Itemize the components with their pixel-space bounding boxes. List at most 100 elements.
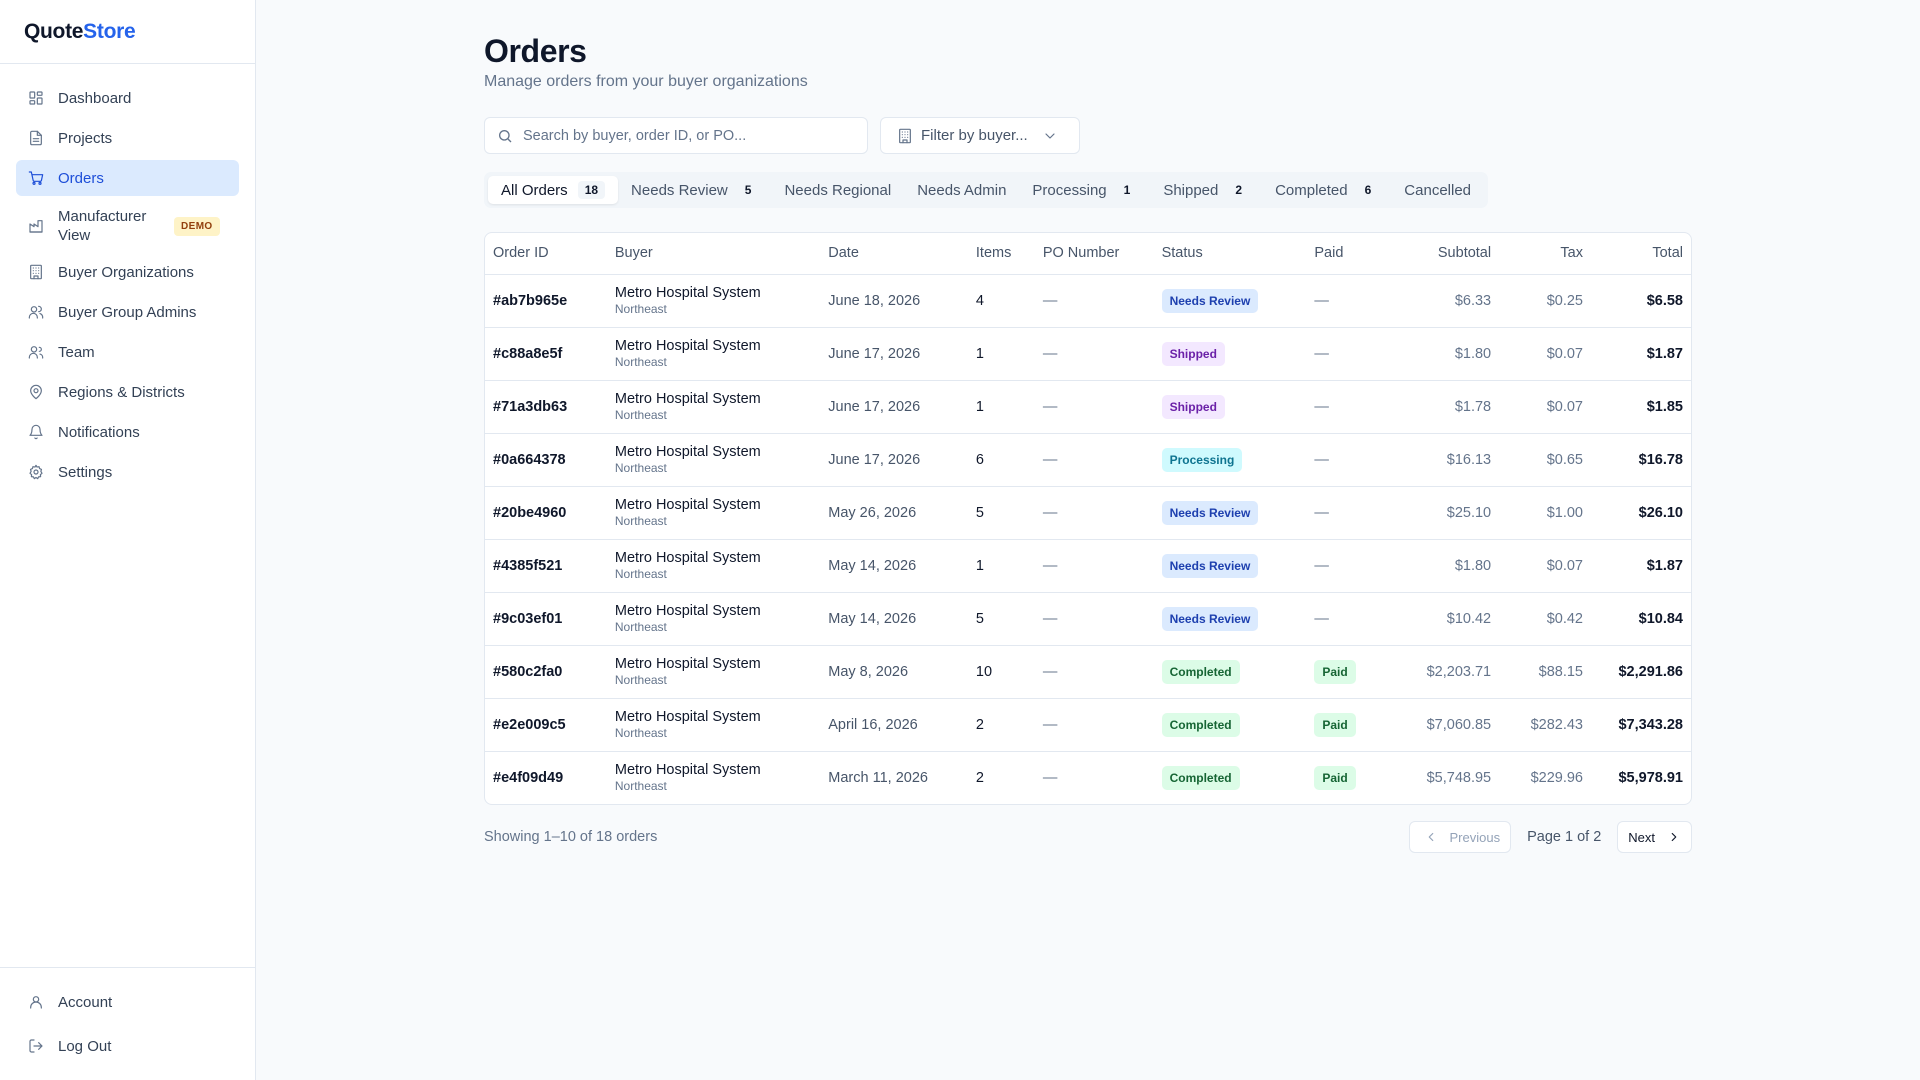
column-header-tax[interactable]: Tax (1499, 233, 1591, 275)
column-header-total[interactable]: Total (1591, 233, 1691, 275)
status-cell: Shipped (1153, 327, 1307, 381)
user-icon (28, 994, 44, 1010)
order-id-cell[interactable]: #e2e009c5 (485, 698, 607, 752)
table-row[interactable]: #e4f09d49 Metro Hospital System Northeast M… (485, 751, 1691, 804)
table-row[interactable]: #580c2fa0 Metro Hospital System Northeast M… (485, 645, 1691, 699)
date-cell: May 8, 2026 (820, 645, 968, 699)
sidebar-item-label: Manufacturer View (58, 208, 147, 244)
sidebar: QuoteStore Dashboard Projects Orders Man… (0, 0, 256, 1080)
next-button[interactable]: Next (1617, 821, 1692, 853)
tab-processing[interactable]: Processing 1 (1019, 176, 1150, 204)
sidebar-item-manufacturer-view[interactable]: Manufacturer View DEMO (16, 200, 239, 252)
column-header-status[interactable]: Status (1153, 233, 1307, 275)
subtotal-cell: $2,203.71 (1383, 645, 1500, 699)
buyer-region: Northeast (614, 725, 667, 740)
order-id-cell[interactable]: #20be4960 (485, 486, 607, 540)
po-number-cell: — (1034, 539, 1154, 593)
buyer-region: Northeast (614, 513, 667, 528)
buyer-filter-dropdown[interactable]: Filter by buyer... (880, 117, 1080, 154)
tax-cell: $229.96 (1530, 769, 1583, 786)
order-id-cell[interactable]: #580c2fa0 (485, 645, 607, 699)
column-header-items[interactable]: Items (967, 233, 1035, 275)
tax-cell: $0.07 (1499, 380, 1591, 434)
sidebar-item-notifications[interactable]: Notifications (16, 414, 239, 450)
tab-count: 1 (1123, 183, 1131, 197)
tab-cancelled[interactable]: Cancelled (1391, 176, 1484, 204)
sidebar-item-orders[interactable]: Orders (16, 160, 239, 196)
tab-all-orders[interactable]: All Orders 18 (488, 176, 619, 204)
sidebar-item-regions-districts[interactable]: Regions & Districts (16, 374, 239, 410)
page-title: Orders (484, 33, 587, 69)
table-row[interactable]: #c88a8e5f Metro Hospital System Northeast J… (485, 327, 1691, 381)
sidebar-item-projects[interactable]: Projects (16, 120, 239, 156)
buyer-region: Northeast (614, 460, 667, 475)
column-header-paid[interactable]: Paid (1306, 233, 1384, 275)
sidebar-item-buyer-group-admins[interactable]: Buyer Group Admins (16, 294, 239, 330)
table-row[interactable]: #ab7b965e Metro Hospital System Northeast J… (485, 274, 1691, 328)
sidebar-item-logout[interactable]: Log Out (16, 1028, 239, 1064)
column-header-po-number[interactable]: PO Number (1034, 233, 1154, 275)
total-cell: $1.87 (1591, 327, 1691, 381)
column-header-buyer[interactable]: Buyer (606, 233, 821, 275)
order-id-cell[interactable]: #9c03ef01 (485, 592, 607, 646)
order-id-cell[interactable]: #e4f09d49 (493, 769, 564, 786)
items-cell: 1 (967, 539, 1035, 593)
buyer-cell: Metro Hospital System Northeast (606, 380, 821, 434)
table-row[interactable]: #20be4960 Metro Hospital System Northeast M… (485, 486, 1691, 540)
status-badge: Needs Review (1161, 288, 1259, 313)
status-cell: Completed (1153, 645, 1307, 699)
status-badge: Needs Review (1161, 553, 1259, 578)
column-header-date[interactable]: Date (820, 233, 968, 275)
sidebar-item-team[interactable]: Team (16, 334, 239, 370)
order-id-cell[interactable]: #ab7b965e (485, 274, 607, 328)
subtotal-cell: $1.78 (1383, 380, 1500, 434)
order-id-cell[interactable]: #71a3db63 (485, 380, 607, 434)
order-id-cell[interactable]: #4385f521 (485, 539, 607, 593)
table-row[interactable]: #e2e009c5 Metro Hospital System Northeast A… (485, 698, 1691, 752)
buyer-region: Northeast (614, 354, 667, 369)
tab-label: Needs Admin (917, 181, 1007, 199)
buyer-cell: Metro Hospital System Northeast (606, 698, 821, 752)
order-id-cell[interactable]: #c88a8e5f (485, 327, 607, 381)
tab-label: Shipped (1163, 181, 1219, 199)
table-row[interactable]: #0a664378 Metro Hospital System Northeast J… (485, 433, 1691, 487)
table-row[interactable]: #71a3db63 Metro Hospital System Northeast J… (485, 380, 1691, 434)
paid-badge: Paid (1314, 765, 1356, 790)
sidebar-item-label: Settings (58, 463, 113, 481)
orders-table: Order ID Buyer Date Items PO Number Stat… (484, 232, 1692, 805)
table-row[interactable]: #4385f521 Metro Hospital System Northeast M… (485, 539, 1691, 593)
items-cell: 2 (967, 698, 1035, 752)
buyer-name: Metro Hospital System (614, 443, 761, 460)
tab-shipped[interactable]: Shipped 2 (1150, 176, 1262, 204)
table-row[interactable]: #9c03ef01 Metro Hospital System Northeast M… (485, 592, 1691, 646)
page-info: Page 1 of 2 (1527, 829, 1602, 845)
tab-needs-review[interactable]: Needs Review 5 (618, 176, 771, 204)
toolbar: Filter by buyer... (484, 117, 1692, 154)
paid-cell: Paid (1306, 751, 1383, 804)
search-box[interactable] (484, 117, 868, 154)
next-label: Next (1628, 829, 1655, 845)
total-cell: $16.78 (1591, 433, 1691, 487)
sidebar-item-settings[interactable]: Settings (16, 454, 239, 490)
tab-needs-regional[interactable]: Needs Regional (771, 176, 904, 204)
sidebar-item-buyer-organizations[interactable]: Buyer Organizations (16, 254, 239, 290)
column-header-order-id[interactable]: Order ID (485, 233, 607, 275)
sidebar-item-account[interactable]: Account (16, 984, 239, 1020)
order-id-cell[interactable]: #0a664378 (485, 433, 607, 487)
pagination: Previous Page 1 of 2 Next (1408, 821, 1692, 853)
tab-needs-admin[interactable]: Needs Admin (904, 176, 1019, 204)
sidebar-item-dashboard[interactable]: Dashboard (16, 80, 239, 116)
tab-completed[interactable]: Completed 6 (1262, 176, 1391, 204)
tab-label: Needs Regional (784, 181, 892, 199)
po-number-cell: — (1042, 769, 1058, 786)
app-logo[interactable]: QuoteStore (0, 0, 255, 64)
sidebar-bottom: Account Log Out (0, 967, 255, 1080)
po-number-cell: — (1034, 433, 1154, 487)
search-input[interactable] (523, 127, 855, 144)
column-header-subtotal[interactable]: Subtotal (1383, 233, 1500, 275)
paid-cell: — (1306, 380, 1384, 434)
logo-text-part2: Store (83, 20, 136, 43)
paid-badge: Paid (1314, 659, 1356, 684)
buyer-region: Northeast (614, 778, 667, 793)
previous-button[interactable]: Previous (1408, 821, 1512, 853)
